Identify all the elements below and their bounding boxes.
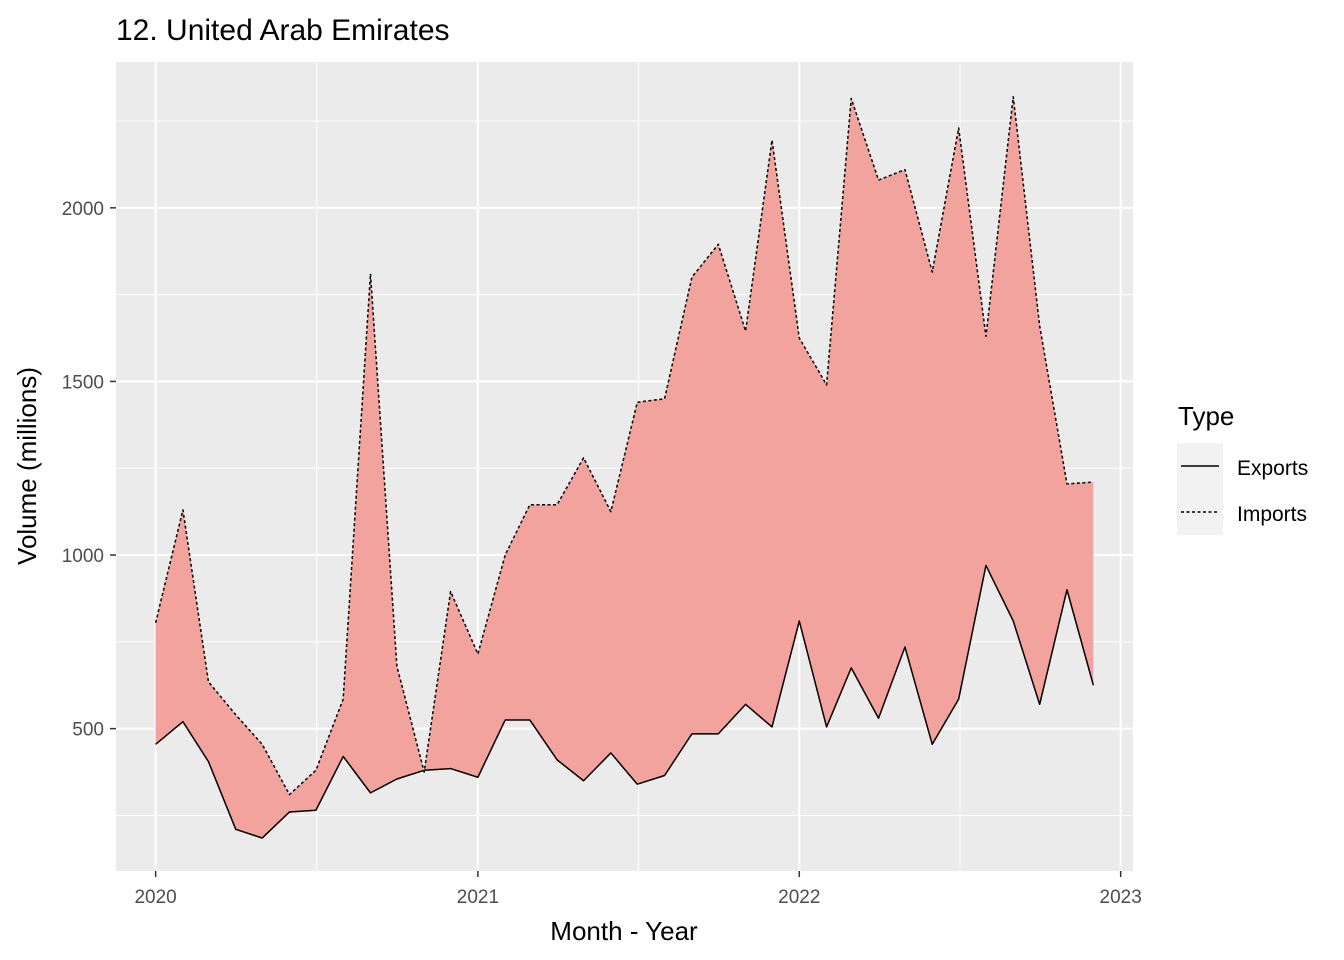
x-axis-title: Month - Year (550, 916, 698, 946)
legend-label-imports: Imports (1237, 503, 1307, 526)
y-tick-label: 2000 (62, 199, 104, 220)
legend: Type Exports Imports (1177, 401, 1308, 535)
y-tick-label: 1000 (62, 546, 104, 567)
x-tick-label: 2022 (778, 887, 820, 908)
chart-title: 12. United Arab Emirates (116, 14, 450, 47)
x-tick-label: 2023 (1100, 887, 1142, 908)
x-axis: 2020 2021 2022 2023 (134, 871, 1142, 908)
ribbon-area (155, 96, 1094, 839)
y-axis: 500 1000 1500 2000 (62, 199, 116, 741)
series-line-imports (154, 95, 1094, 796)
x-tick-label: 2021 (457, 887, 499, 908)
legend-label-exports: Exports (1237, 457, 1308, 480)
y-axis-title: Volume (millions) (12, 367, 42, 565)
legend-title: Type (1178, 401, 1234, 431)
x-tick-label: 2020 (134, 887, 176, 908)
area-layer (155, 96, 1094, 839)
y-tick-label: 500 (72, 720, 104, 741)
y-tick-label: 1500 (62, 372, 104, 393)
line-layer (154, 95, 1095, 839)
series-line-exports (155, 564, 1095, 839)
